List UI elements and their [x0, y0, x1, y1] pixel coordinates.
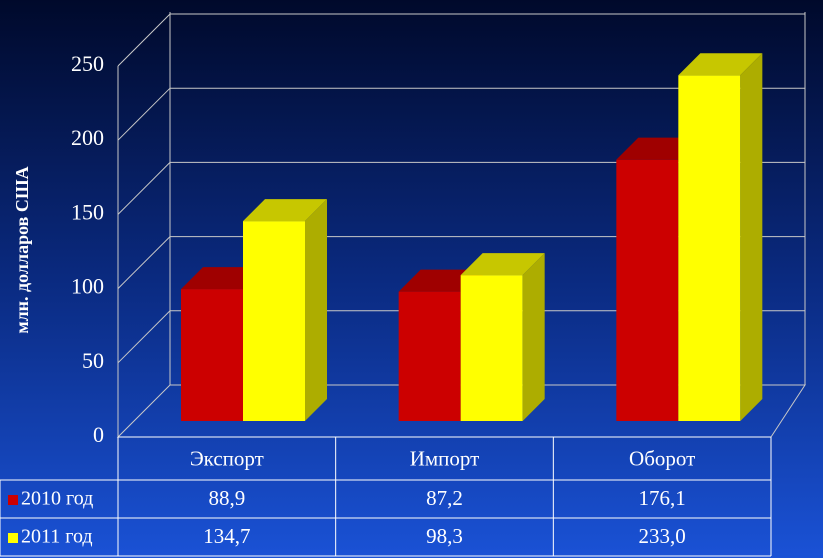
bar — [243, 221, 305, 421]
table-value: 176,1 — [639, 486, 686, 510]
bar — [181, 289, 243, 421]
grid-line — [117, 13, 805, 67]
bar-side — [522, 253, 545, 421]
grid-line — [117, 87, 805, 141]
table-value: 98,3 — [426, 524, 463, 548]
y-tick-label: 200 — [71, 125, 104, 150]
bar-side — [305, 199, 327, 421]
table-value: 87,2 — [426, 486, 463, 510]
bar — [460, 275, 523, 421]
legend-label: 2010 год — [21, 488, 93, 510]
y-tick-label: 0 — [93, 422, 104, 447]
grid-line — [117, 161, 805, 215]
y-tick-label: 100 — [71, 274, 104, 299]
table-header: Экспорт — [190, 446, 264, 470]
table-header: Оборот — [629, 446, 695, 470]
table-value: 233,0 — [639, 524, 686, 548]
table-value: 88,9 — [208, 486, 245, 510]
table-header: Импорт — [410, 446, 480, 470]
y-tick-label: 150 — [71, 199, 104, 224]
bar — [678, 75, 741, 421]
bar-side — [740, 53, 763, 422]
bar-top — [678, 53, 763, 76]
bar — [616, 159, 679, 421]
y-tick-label: 250 — [71, 51, 104, 76]
grid-line — [117, 310, 805, 364]
grid-line — [117, 236, 805, 289]
bar — [398, 291, 461, 421]
legend-swatch — [8, 495, 18, 505]
legend-label: 2011 год — [21, 526, 93, 548]
bar-top — [460, 253, 545, 276]
y-tick-label: 50 — [82, 348, 104, 373]
y-axis-title: млн. долларов США — [12, 166, 32, 333]
legend-swatch — [8, 533, 18, 543]
table-value: 134,7 — [203, 524, 250, 548]
bar-top — [243, 199, 327, 222]
